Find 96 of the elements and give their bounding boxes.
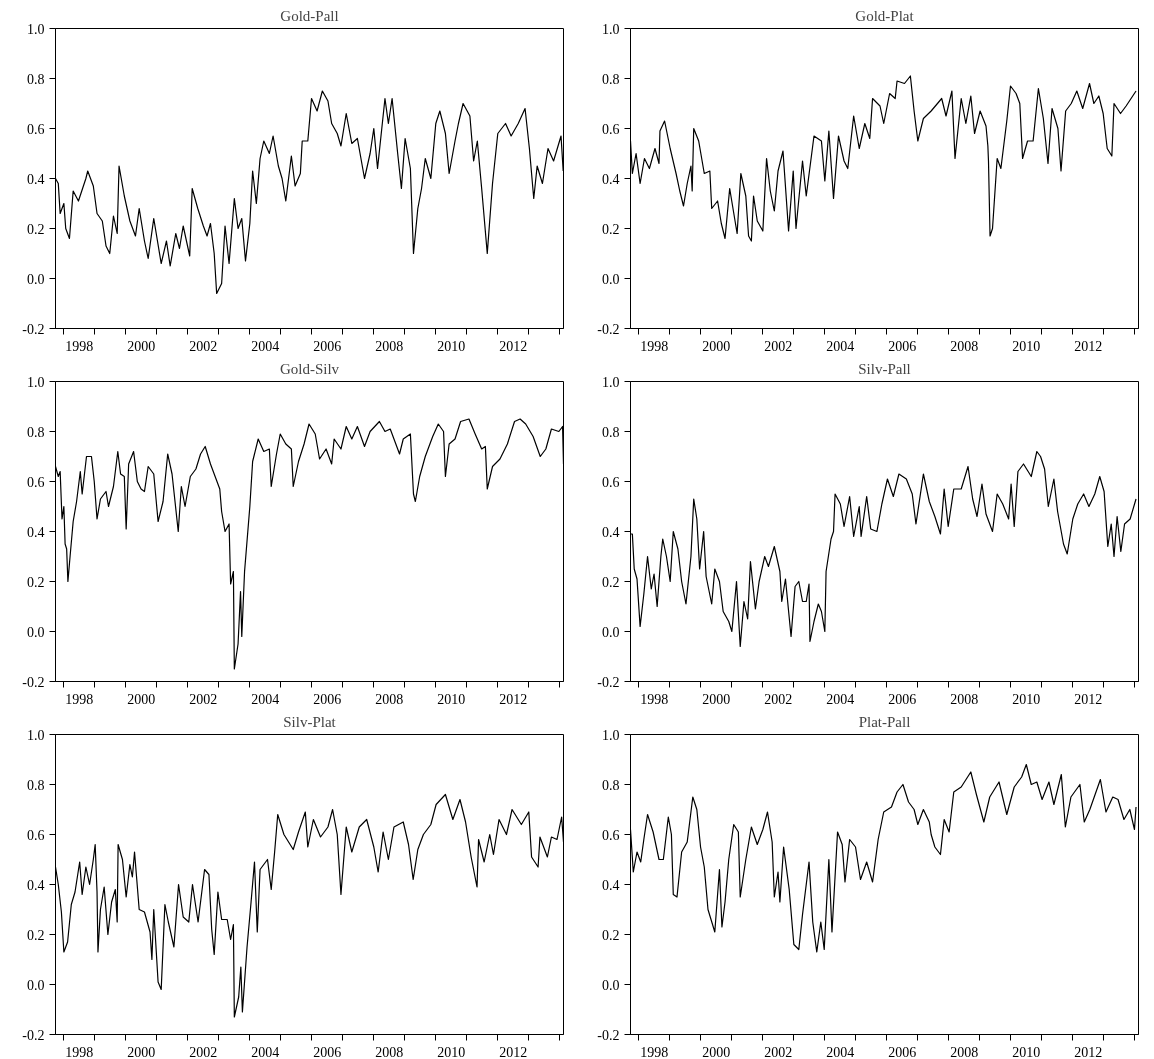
y-tick-label: 0.2	[27, 221, 45, 237]
y-tick-label: 0.8	[602, 777, 620, 793]
chart-title: Gold-Silv	[279, 360, 340, 377]
x-tick-label: 2002	[764, 691, 793, 707]
x-tick-label: 2010	[437, 338, 466, 354]
chart-title: Plat-Pall	[858, 713, 911, 730]
y-tick-label: 0.6	[27, 474, 45, 490]
chart-title: Gold-Plat	[855, 7, 915, 24]
chart-title: Silv-Plat	[283, 713, 337, 730]
y-tick-label: 1.0	[27, 727, 45, 743]
chart-title: Gold-Pall	[280, 7, 339, 24]
y-tick-label: 0.6	[602, 121, 620, 137]
y-tick-label: -0.2	[22, 674, 45, 690]
x-tick-label: 2002	[189, 691, 218, 707]
x-tick-label: 2010	[437, 1044, 466, 1059]
x-tick-label: 2008	[375, 1044, 404, 1059]
x-tick-label: 2010	[437, 691, 466, 707]
x-tick-label: 2012	[499, 338, 528, 354]
x-tick-label: 2010	[1012, 338, 1041, 354]
y-tick-label: -0.2	[597, 674, 620, 690]
y-tick-label: 0.2	[602, 221, 620, 237]
x-tick-label: 2008	[375, 338, 404, 354]
y-tick-label: 1.0	[27, 21, 45, 37]
y-tick-label: 0.4	[602, 877, 620, 893]
x-tick-label: 2002	[764, 338, 793, 354]
y-tick-label: 0.0	[27, 977, 45, 993]
x-tick-label: 2002	[189, 338, 218, 354]
y-tick-label: -0.2	[22, 1027, 45, 1043]
y-tick-label: 0.0	[602, 624, 620, 640]
x-tick-label: 2004	[826, 1044, 855, 1059]
x-tick-label: 2008	[950, 338, 979, 354]
y-tick-label: 1.0	[27, 374, 45, 390]
x-tick-label: 2010	[1012, 691, 1041, 707]
x-tick-label: 1998	[640, 338, 669, 354]
x-tick-label: 2004	[251, 338, 280, 354]
y-tick-label: 1.0	[602, 374, 620, 390]
x-tick-label: 1998	[65, 338, 94, 354]
y-tick-label: -0.2	[22, 321, 45, 337]
x-tick-label: 2004	[826, 338, 855, 354]
x-tick-label: 2004	[251, 1044, 280, 1059]
y-tick-label: 0.0	[602, 271, 620, 287]
x-tick-label: 2004	[826, 691, 855, 707]
y-tick-label: 0.2	[27, 927, 45, 943]
y-tick-label: 0.4	[602, 524, 620, 540]
y-tick-label: 0.6	[602, 474, 620, 490]
y-tick-label: 1.0	[602, 727, 620, 743]
y-tick-label: 0.4	[27, 877, 45, 893]
x-tick-label: 2008	[950, 1044, 979, 1059]
x-tick-label: 2012	[499, 691, 528, 707]
chart-title: Silv-Pall	[858, 360, 911, 377]
y-tick-label: 0.8	[27, 71, 45, 87]
y-tick-label: 0.8	[602, 424, 620, 440]
y-tick-label: 0.6	[27, 121, 45, 137]
x-tick-label: 1998	[640, 691, 669, 707]
y-tick-label: 0.0	[602, 977, 620, 993]
x-tick-label: 2012	[499, 1044, 528, 1059]
x-tick-label: 2008	[375, 691, 404, 707]
x-tick-label: 2010	[1012, 1044, 1041, 1059]
y-tick-label: 0.2	[602, 927, 620, 943]
x-tick-label: 2012	[1074, 1044, 1103, 1059]
y-tick-label: -0.2	[597, 321, 620, 337]
x-tick-label: 2006	[313, 338, 342, 354]
x-tick-label: 2000	[127, 1044, 156, 1059]
y-tick-label: 1.0	[602, 21, 620, 37]
x-tick-label: 2008	[950, 691, 979, 707]
x-tick-label: 2000	[702, 338, 731, 354]
y-tick-label: -0.2	[597, 1027, 620, 1043]
y-tick-label: 0.0	[27, 624, 45, 640]
x-tick-label: 2012	[1074, 691, 1103, 707]
y-tick-label: 0.2	[27, 574, 45, 590]
x-tick-label: 2006	[313, 1044, 342, 1059]
y-tick-label: 0.4	[602, 171, 620, 187]
y-tick-label: 0.6	[27, 827, 45, 843]
y-tick-label: 0.0	[27, 271, 45, 287]
x-tick-label: 1998	[640, 1044, 669, 1059]
x-tick-label: 2004	[251, 691, 280, 707]
x-tick-label: 2012	[1074, 338, 1103, 354]
y-tick-label: 0.8	[602, 71, 620, 87]
x-tick-label: 1998	[65, 691, 94, 707]
y-tick-label: 0.8	[27, 424, 45, 440]
x-tick-label: 2002	[764, 1044, 793, 1059]
x-tick-label: 2000	[127, 691, 156, 707]
x-tick-label: 2006	[313, 691, 342, 707]
y-tick-label: 0.6	[602, 827, 620, 843]
y-tick-label: 0.2	[602, 574, 620, 590]
y-tick-label: 0.8	[27, 777, 45, 793]
y-tick-label: 0.4	[27, 171, 45, 187]
x-tick-label: 1998	[65, 1044, 94, 1059]
x-tick-label: 2006	[888, 1044, 917, 1059]
x-tick-label: 2006	[888, 338, 917, 354]
x-tick-label: 2000	[702, 1044, 731, 1059]
x-tick-label: 2002	[189, 1044, 218, 1059]
x-tick-label: 2000	[702, 691, 731, 707]
x-tick-label: 2006	[888, 691, 917, 707]
x-tick-label: 2000	[127, 338, 156, 354]
y-tick-label: 0.4	[27, 524, 45, 540]
